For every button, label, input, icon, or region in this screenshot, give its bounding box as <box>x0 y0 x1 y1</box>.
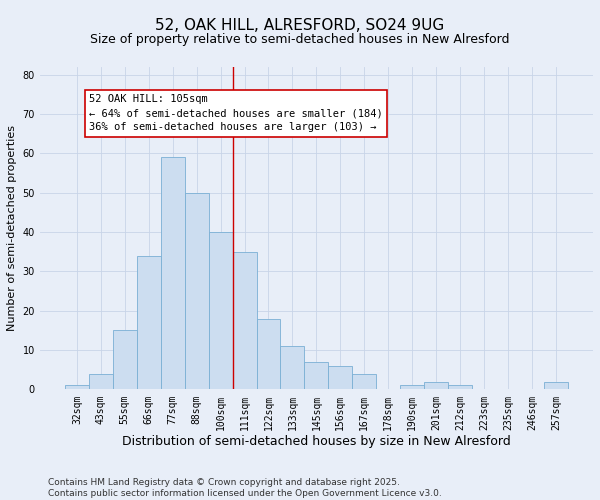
Bar <box>544 382 568 390</box>
Text: Size of property relative to semi-detached houses in New Alresford: Size of property relative to semi-detach… <box>90 32 510 46</box>
Bar <box>352 374 376 390</box>
Bar <box>233 252 257 390</box>
Bar <box>161 158 185 390</box>
Bar <box>137 256 161 390</box>
Text: 52 OAK HILL: 105sqm
← 64% of semi-detached houses are smaller (184)
36% of semi-: 52 OAK HILL: 105sqm ← 64% of semi-detach… <box>89 94 383 132</box>
X-axis label: Distribution of semi-detached houses by size in New Alresford: Distribution of semi-detached houses by … <box>122 435 511 448</box>
Bar <box>209 232 233 390</box>
Bar <box>424 382 448 390</box>
Bar <box>257 318 280 390</box>
Bar <box>280 346 304 390</box>
Bar <box>304 362 328 390</box>
Bar <box>185 193 209 390</box>
Bar <box>400 386 424 390</box>
Bar <box>328 366 352 390</box>
Bar <box>89 374 113 390</box>
Bar <box>65 386 89 390</box>
Bar <box>448 386 472 390</box>
Bar <box>113 330 137 390</box>
Text: Contains HM Land Registry data © Crown copyright and database right 2025.
Contai: Contains HM Land Registry data © Crown c… <box>48 478 442 498</box>
Y-axis label: Number of semi-detached properties: Number of semi-detached properties <box>7 125 17 331</box>
Text: 52, OAK HILL, ALRESFORD, SO24 9UG: 52, OAK HILL, ALRESFORD, SO24 9UG <box>155 18 445 32</box>
